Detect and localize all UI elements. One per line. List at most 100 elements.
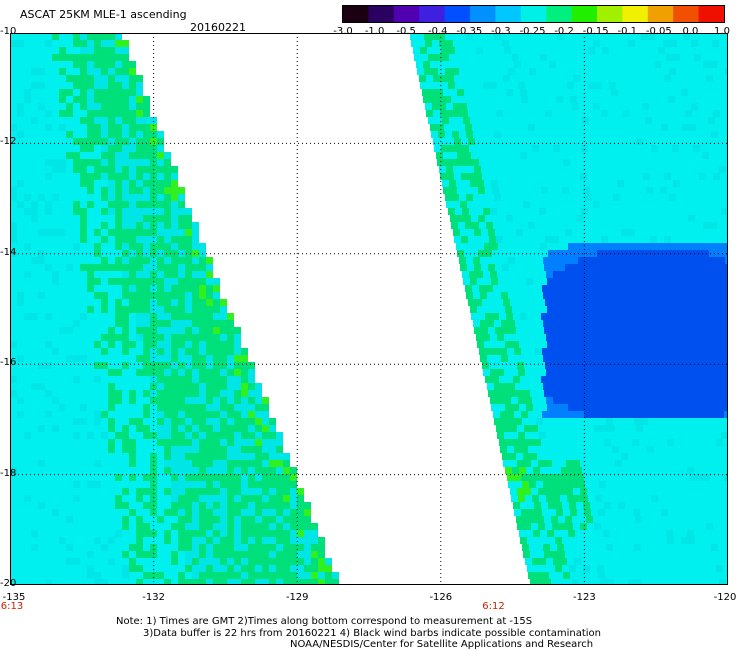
data-cell: [430, 124, 437, 131]
data-cell: [17, 334, 24, 341]
data-cell: [38, 222, 45, 229]
data-cell: [555, 215, 562, 222]
data-cell: [558, 264, 565, 271]
data-cell: [538, 236, 545, 243]
data-cell: [545, 236, 552, 243]
data-cell: [94, 453, 101, 460]
data-cell: [164, 173, 171, 180]
data-cell: [592, 481, 599, 488]
data-cell: [585, 383, 592, 390]
data-cell: [52, 201, 59, 208]
data-cell: [686, 271, 693, 278]
data-cell: [241, 355, 248, 362]
data-cell: [38, 411, 45, 418]
data-cell: [637, 47, 644, 54]
data-cell: [547, 467, 554, 474]
data-cell: [615, 488, 622, 495]
data-cell: [680, 467, 687, 474]
data-cell: [17, 390, 24, 397]
data-cell: [227, 502, 234, 509]
data-cell: [420, 82, 427, 89]
data-cell: [10, 75, 17, 82]
data-cell: [661, 285, 668, 292]
data-cell: [658, 47, 665, 54]
data-cell: [644, 432, 651, 439]
data-cell: [297, 523, 304, 530]
data-cell: [45, 264, 52, 271]
data-cell: [519, 117, 526, 124]
data-cell: [486, 222, 493, 229]
data-cell: [618, 250, 625, 257]
data-cell: [481, 264, 488, 271]
data-cell: [691, 516, 698, 523]
data-cell: [552, 299, 559, 306]
data-cell: [587, 173, 594, 180]
data-cell: [498, 341, 505, 348]
data-cell: [661, 124, 668, 131]
data-cell: [706, 75, 713, 82]
data-cell: [129, 327, 136, 334]
data-cell: [541, 439, 548, 446]
data-cell: [451, 159, 458, 166]
data-cell: [136, 208, 143, 215]
data-cell: [115, 54, 122, 61]
data-cell: [590, 376, 597, 383]
data-cell: [199, 523, 206, 530]
data-cell: [670, 264, 677, 271]
data-cell: [234, 432, 241, 439]
data-cell: [255, 404, 262, 411]
data-cell: [136, 509, 143, 516]
data-cell: [607, 264, 614, 271]
data-cell: [157, 152, 164, 159]
data-cell: [38, 278, 45, 285]
data-cell: [498, 54, 505, 61]
data-cell: [660, 215, 667, 222]
data-cell: [535, 474, 542, 481]
data-cell: [718, 481, 725, 488]
data-cell: [506, 89, 513, 96]
data-cell: [721, 82, 728, 89]
data-cell: [136, 516, 143, 523]
data-cell: [536, 68, 543, 75]
data-cell: [568, 341, 575, 348]
data-cell: [136, 383, 143, 390]
data-cell: [584, 509, 591, 516]
data-cell: [157, 173, 164, 180]
data-cell: [666, 341, 673, 348]
data-cell: [625, 152, 632, 159]
data-cell: [101, 194, 108, 201]
data-cell: [641, 383, 648, 390]
data-cell: [262, 404, 269, 411]
data-cell: [680, 404, 687, 411]
data-cell: [66, 215, 73, 222]
data-cell: [549, 509, 556, 516]
data-cell: [714, 47, 721, 54]
data-cell: [445, 131, 452, 138]
data-cell: [136, 159, 143, 166]
data-cell: [38, 145, 45, 152]
data-cell: [185, 495, 192, 502]
data-cell: [101, 173, 108, 180]
data-cell: [641, 418, 648, 425]
data-cell: [52, 208, 59, 215]
data-cell: [101, 355, 108, 362]
data-cell: [157, 264, 164, 271]
data-cell: [283, 537, 290, 544]
data-cell: [87, 327, 94, 334]
data-cell: [534, 502, 541, 509]
data-cell: [574, 432, 581, 439]
colorbar-swatch: [495, 6, 522, 22]
data-cell: [663, 103, 670, 110]
data-cell: [94, 530, 101, 537]
data-cell: [719, 166, 726, 173]
data-cell: [645, 54, 652, 61]
data-cell: [653, 250, 660, 257]
data-cell: [579, 40, 586, 47]
data-cell: [234, 509, 241, 516]
data-cell: [534, 250, 541, 257]
data-cell: [674, 152, 681, 159]
data-cell: [634, 320, 641, 327]
data-cell: [453, 229, 460, 236]
data-cell: [659, 404, 666, 411]
data-cell: [122, 369, 129, 376]
